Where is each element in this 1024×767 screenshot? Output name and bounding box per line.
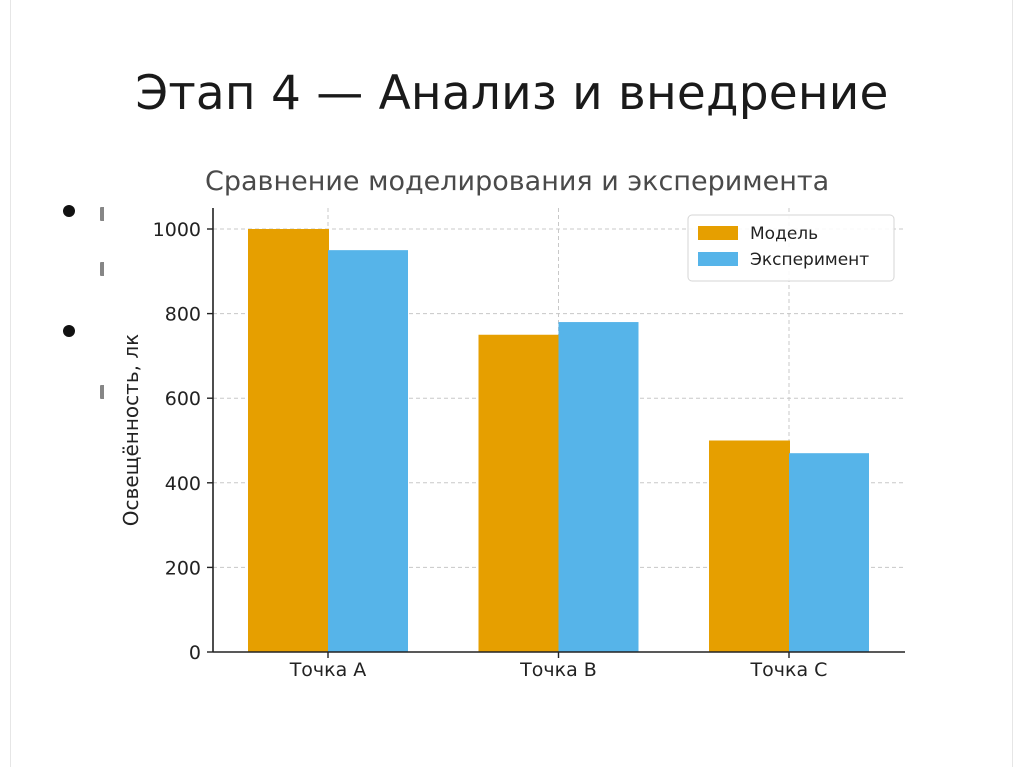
- bullet-marker-2: [63, 325, 75, 337]
- x-tick-label: Точка B: [519, 659, 597, 681]
- bar-experiment-1: [328, 250, 408, 652]
- bar-experiment-3: [789, 453, 869, 652]
- bullet-marker-1: [63, 205, 75, 217]
- legend-box: [687, 214, 895, 282]
- slide-right-border: [1012, 0, 1013, 767]
- legend-swatch-model: [698, 226, 738, 240]
- chart-title: Сравнение моделирования и эксперимента: [205, 166, 830, 197]
- x-tick-label: Точка C: [750, 659, 828, 681]
- bullet-text-fragment-2: [100, 262, 105, 276]
- y-tick-label: 200: [165, 557, 201, 579]
- y-tick-label: 800: [165, 304, 201, 326]
- bar-experiment-2: [558, 322, 639, 652]
- bullet-text-fragment-3: [100, 385, 105, 399]
- bar-model-2: [478, 334, 560, 652]
- legend-swatch-experiment: [698, 252, 738, 266]
- y-axis-label: Освещённость, лк: [119, 334, 143, 526]
- y-tick-label: 600: [165, 388, 201, 410]
- slide-left-border: [10, 0, 11, 767]
- y-tick-label: 400: [165, 473, 201, 495]
- bar-model-3: [709, 440, 790, 652]
- legend-label-model: Модель: [750, 224, 818, 244]
- bar-model-1: [248, 229, 329, 652]
- bullet-text-fragment-1: [100, 207, 105, 221]
- legend-label-experiment: Эксперимент: [750, 250, 869, 270]
- y-tick-label: 0: [189, 642, 201, 664]
- x-tick-label: Точка A: [289, 659, 367, 681]
- slide-title: Этап 4 — Анализ и внедрение: [135, 66, 889, 121]
- y-tick-label: 1000: [153, 219, 201, 241]
